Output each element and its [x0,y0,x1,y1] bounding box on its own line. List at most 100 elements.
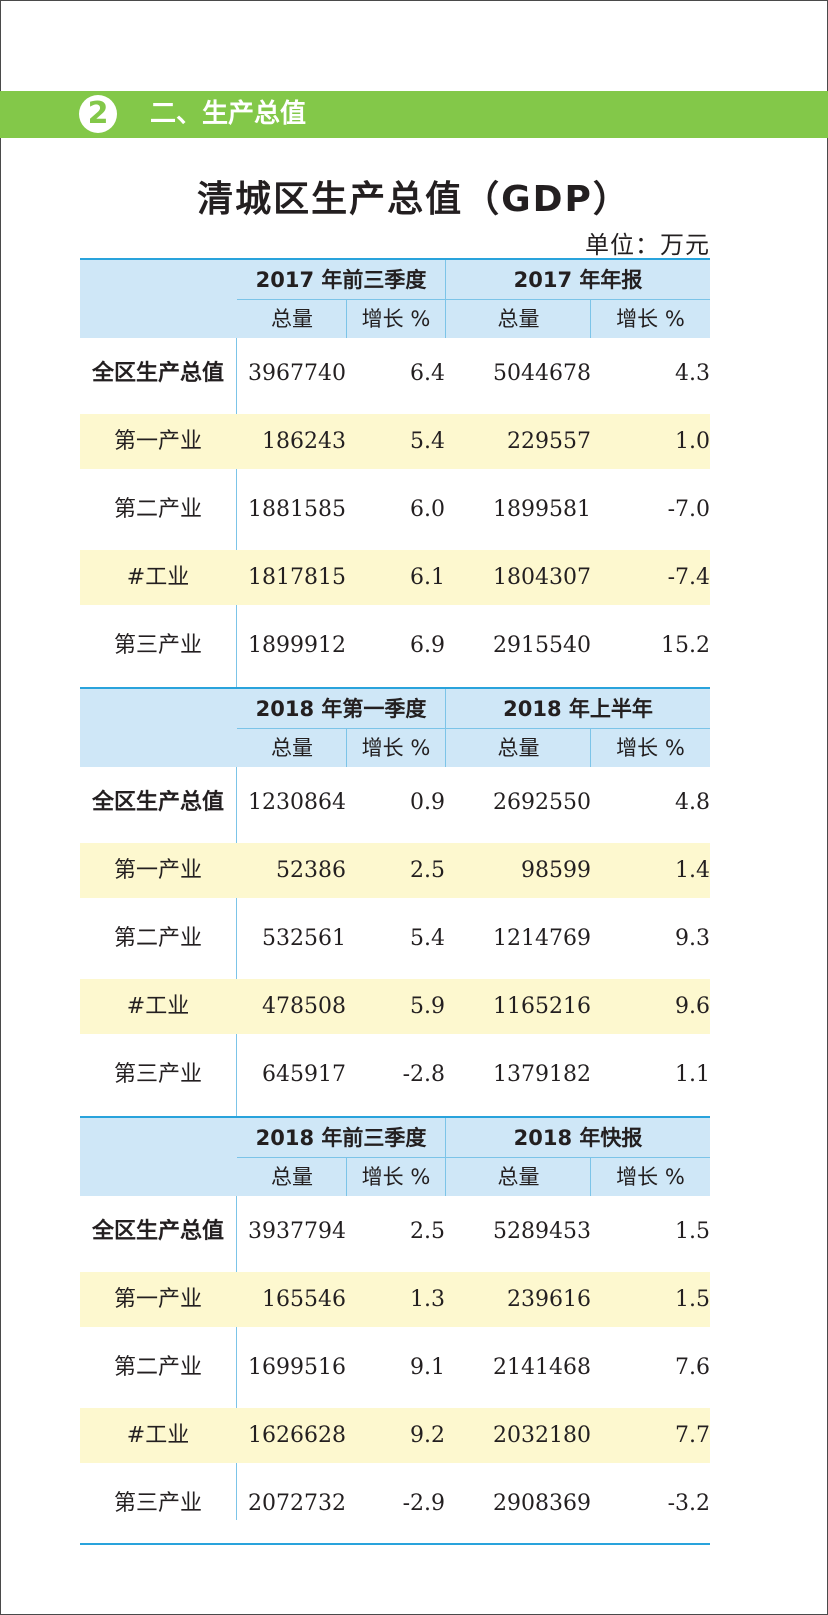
header-divider [346,1158,347,1196]
header-divider [445,260,446,338]
table-row: 第二产业 1699516 9.1 2141468 7.6 [80,1340,710,1395]
cell-growth-left: 5.4 [410,429,445,454]
row-label: 全区生产总值 [91,361,224,386]
cell-total-left: 3967740 [248,361,346,386]
cell-total-right: 1165216 [493,994,591,1019]
table-row: 第一产业 186243 5.4 229557 1.0 [80,414,710,469]
cell-growth-left: 0.9 [410,790,445,815]
unit-label: 单位：万元 [585,231,710,259]
header-divider [590,300,591,338]
row-label: #工业 [126,565,190,590]
table-row: 第二产业 1881585 6.0 1899581 -7.0 [80,482,710,537]
cell-growth-right: 9.3 [675,926,710,951]
period-left-label: 2017 年前三季度 [237,260,445,300]
cell-total-right: 2032180 [493,1423,591,1448]
row-label: #工业 [126,1423,190,1448]
row-label: 第三产业 [113,1491,202,1516]
period-header: 2018 年第一季度 2018 年上半年 总量 增长 % 总量 增长 % [80,687,710,767]
cell-growth-left: 1.3 [410,1287,445,1312]
cell-growth-right: 1.4 [675,858,710,883]
section-header-bar: 2 二、生产总值 [0,91,828,138]
cell-total-left: 165546 [262,1287,346,1312]
gdp-table: 2017 年前三季度 2017 年年报 总量 增长 % 总量 增长 % 全区生产总值 3967… [80,258,710,1545]
cell-total-left: 1230864 [248,790,346,815]
col-total-label: 总量 [271,1165,313,1189]
row-label: 第二产业 [113,1355,202,1380]
cell-growth-left: 6.9 [410,633,445,658]
row-label: 第二产业 [113,497,202,522]
cell-total-left: 2072732 [248,1491,346,1516]
period-header: 2017 年前三季度 2017 年年报 总量 增长 % 总量 增长 % [80,258,710,338]
block-spacer [80,1102,710,1116]
cell-growth-left: 6.0 [410,497,445,522]
col-growth-label: 增长 % [616,1165,685,1189]
section-title: 二、生产总值 [150,99,307,129]
header-divider [346,729,347,767]
period-left-label: 2018 年前三季度 [237,1118,445,1158]
cell-growth-right: -7.4 [667,565,710,590]
cell-total-right: 239616 [507,1287,591,1312]
cell-total-right: 2908369 [493,1491,591,1516]
cell-total-left: 1817815 [248,565,346,590]
cell-growth-right: 1.0 [675,429,710,454]
cell-total-left: 1699516 [248,1355,346,1380]
row-label: 第一产业 [113,429,202,454]
cell-growth-left: 5.9 [410,994,445,1019]
table-row: 第二产业 532561 5.4 1214769 9.3 [80,911,710,966]
row-label: 第一产业 [113,858,202,883]
cell-total-right: 2692550 [493,790,591,815]
cell-total-left: 1899912 [248,633,346,658]
cell-growth-right: 4.8 [675,790,710,815]
cell-growth-left: 6.4 [410,361,445,386]
cell-growth-right: 1.1 [675,1062,710,1087]
table-row: 全区生产总值 1230864 0.9 2692550 4.8 [80,775,710,830]
cell-growth-right: -7.0 [667,497,710,522]
table-bottom-rule [80,1543,710,1545]
section-number-badge: 2 [79,95,117,133]
header-divider [445,1118,446,1196]
col-total-label: 总量 [497,736,540,760]
cell-total-left: 186243 [262,429,346,454]
row-label: 第一产业 [113,1287,202,1312]
cell-growth-left: 9.2 [410,1423,445,1448]
col-total-label: 总量 [497,1165,540,1189]
table-row: #工业 478508 5.9 1165216 9.6 [80,979,710,1034]
row-label: #工业 [126,994,190,1019]
cell-total-right: 1379182 [493,1062,591,1087]
cell-growth-left: 2.5 [410,858,445,883]
row-label: 第二产业 [113,926,202,951]
col-total-label: 总量 [271,307,313,331]
table-row: 第三产业 645917 -2.8 1379182 1.1 [80,1047,710,1102]
table-row: 全区生产总值 3937794 2.5 5289453 1.5 [80,1204,710,1259]
period-right-label: 2018 年上半年 [446,689,710,729]
cell-growth-right: -3.2 [667,1491,710,1516]
col-growth-label: 增长 % [361,1165,431,1189]
header-divider [445,689,446,767]
table-row: 第一产业 52386 2.5 98599 1.4 [80,843,710,898]
header-divider [590,1158,591,1196]
cell-total-left: 3937794 [248,1219,346,1244]
cell-total-right: 5289453 [493,1219,591,1244]
cell-growth-left: -2.9 [402,1491,445,1516]
cell-total-left: 1881585 [248,497,346,522]
cell-growth-left: -2.8 [402,1062,445,1087]
cell-growth-left: 6.1 [410,565,445,590]
col-total-label: 总量 [497,307,540,331]
header-divider [590,729,591,767]
period-header: 2018 年前三季度 2018 年快报 总量 增长 % 总量 增长 % [80,1116,710,1196]
cell-growth-left: 5.4 [410,926,445,951]
cell-total-left: 532561 [262,926,346,951]
block-spacer [80,673,710,687]
cell-growth-right: 7.7 [675,1423,710,1448]
cell-total-right: 1804307 [493,565,591,590]
cell-total-left: 1626628 [248,1423,346,1448]
col-growth-label: 增长 % [616,736,685,760]
cell-growth-left: 2.5 [410,1219,445,1244]
col-growth-label: 增长 % [361,307,431,331]
cell-total-right: 229557 [507,429,591,454]
period-left-label: 2018 年第一季度 [237,689,445,729]
cell-total-left: 478508 [262,994,346,1019]
row-label: 第三产业 [113,633,202,658]
cell-growth-right: 1.5 [675,1287,710,1312]
cell-total-left: 52386 [276,858,346,883]
